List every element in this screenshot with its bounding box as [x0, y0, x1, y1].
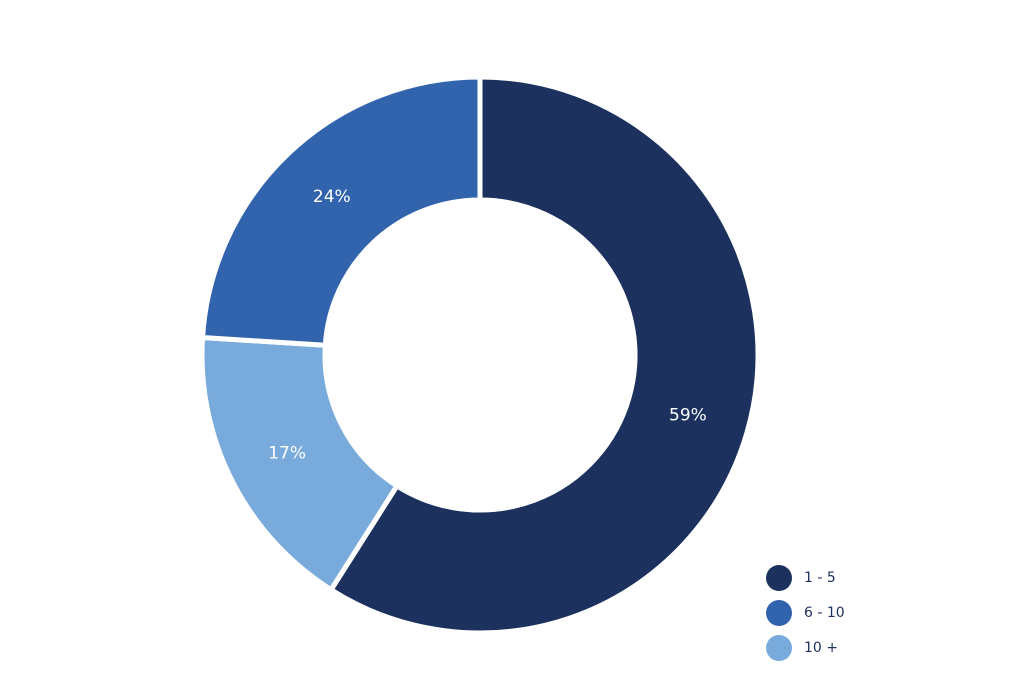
value-label: 59%	[669, 405, 707, 425]
legend-label: 1 - 5	[804, 570, 836, 586]
legend-swatch	[766, 600, 792, 626]
legend-label: 10 +	[804, 640, 838, 656]
value-label: 24%	[313, 187, 351, 207]
legend-label: 6 - 10	[804, 605, 845, 621]
donut-segment	[199, 335, 400, 593]
value-label: 17%	[268, 443, 306, 463]
legend-swatch	[766, 565, 792, 591]
legend-swatch	[766, 635, 792, 661]
donut-segment	[200, 74, 483, 348]
donut-segment	[328, 74, 761, 636]
